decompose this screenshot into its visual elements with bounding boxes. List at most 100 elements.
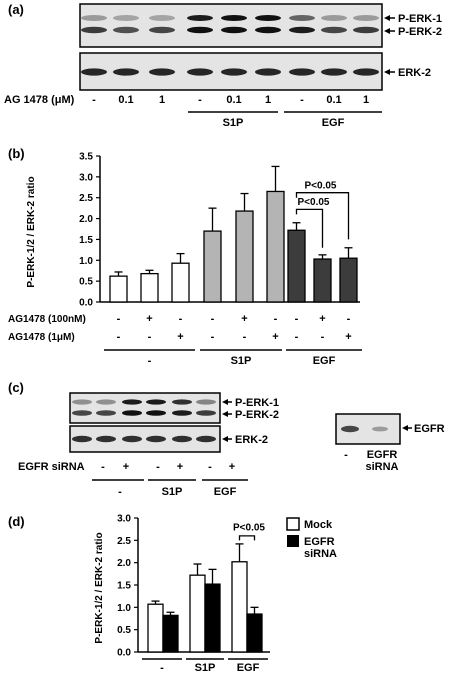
panel-c-perk1-label: P-ERK-1 bbox=[235, 397, 279, 409]
group-label: - bbox=[160, 662, 164, 674]
panel-c-label: (c) bbox=[8, 380, 24, 395]
panel-b-bar-chart: 0.0 0.5 1.0 1.5 2.0 2.5 3.0 3.5 P<0.05 P<0.05 - + - -… bbox=[79, 152, 362, 367]
group-label: EGF bbox=[313, 355, 336, 367]
band-perk2 bbox=[321, 26, 347, 34]
band-perk1 bbox=[187, 15, 213, 21]
legend-swatch-egfr-sirna bbox=[287, 535, 299, 547]
band-perk2 bbox=[122, 410, 142, 416]
panel-a-erk2-marker: ERK-2 bbox=[384, 67, 431, 79]
band-perk1 bbox=[149, 15, 175, 21]
treatment-sign: - bbox=[274, 313, 278, 325]
y-tick-label: 0.5 bbox=[117, 625, 131, 636]
y-tick-label: 1.5 bbox=[79, 235, 93, 246]
band-perk1 bbox=[172, 399, 192, 405]
panel-c-perk2-marker: P-ERK-2 bbox=[222, 409, 279, 421]
dose-label: 1 bbox=[159, 94, 165, 106]
legend-label-mock: Mock bbox=[304, 519, 333, 531]
y-tick-label: 2.5 bbox=[79, 193, 93, 204]
panel-c-row-label: EGFR siRNA bbox=[18, 461, 85, 473]
band-erk2 bbox=[321, 68, 347, 76]
band-erk2 bbox=[81, 68, 107, 76]
legend-label-sirna: siRNA bbox=[304, 548, 337, 560]
panel-a-label: (a) bbox=[8, 2, 24, 17]
panel-a-perk2-marker: P-ERK-2 bbox=[384, 26, 442, 38]
band-perk2 bbox=[196, 410, 216, 416]
treatment-sign: + bbox=[241, 313, 247, 325]
bar bbox=[339, 257, 358, 303]
treatment-sign: - bbox=[295, 313, 299, 325]
band-perk1 bbox=[146, 399, 166, 405]
group-label: S1P bbox=[195, 662, 216, 674]
band-perk2 bbox=[221, 26, 247, 34]
y-tick-label: 2.0 bbox=[117, 558, 131, 569]
treatment-sign: - bbox=[117, 313, 121, 325]
panel-c-sirna-row: - + - + - + bbox=[101, 461, 235, 473]
band-erk2 bbox=[113, 68, 139, 76]
sirna-sign: + bbox=[177, 461, 183, 473]
treatment-sign: - bbox=[295, 331, 299, 343]
treatment-sign: + bbox=[345, 331, 351, 343]
panel-a-perk-blot bbox=[79, 3, 383, 48]
legend-label-egfr: EGFR bbox=[304, 536, 335, 548]
panel-b-y-axis-label: P-ERK-1/2 / ERK-2 ratio bbox=[26, 176, 37, 287]
sirna-sign: + bbox=[229, 461, 235, 473]
panel-b-row2-label: AG1478 (1μM) bbox=[8, 332, 75, 343]
band-perk1 bbox=[72, 399, 92, 405]
band-perk1 bbox=[321, 15, 347, 21]
band-erk2 bbox=[96, 435, 116, 443]
panel-a-dose-row: - 0.1 1 - 0.1 1 - 0.1 1 bbox=[92, 94, 369, 106]
panel-c-erk2-blot bbox=[69, 425, 221, 453]
panel-c-egfr-lane-sirna-1: EGFR bbox=[367, 449, 398, 461]
bar bbox=[109, 275, 128, 303]
panel-a-s1p-label: S1P bbox=[223, 117, 244, 129]
dose-label: 0.1 bbox=[326, 94, 341, 106]
p-value-annotation: P<0.05 bbox=[233, 523, 265, 534]
treatment-sign: + bbox=[272, 331, 278, 343]
band-perk1 bbox=[353, 15, 379, 21]
bar bbox=[171, 262, 190, 303]
group-label: - bbox=[148, 355, 152, 367]
panel-c-perk2-label: P-ERK-2 bbox=[235, 409, 279, 421]
y-tick-label: 1.5 bbox=[117, 581, 131, 592]
y-tick-label: 0.5 bbox=[79, 277, 93, 288]
dose-label: 0.1 bbox=[118, 94, 133, 106]
panel-a-perk1-label: P-ERK-1 bbox=[398, 13, 442, 25]
band-perk2 bbox=[172, 410, 192, 416]
bar bbox=[246, 613, 263, 653]
band-perk2 bbox=[72, 410, 92, 416]
panel-d-legend: Mock EGFR siRNA bbox=[286, 517, 337, 560]
panel-a-perk2-label: P-ERK-2 bbox=[398, 26, 442, 38]
band-perk2 bbox=[96, 410, 116, 416]
band-perk2 bbox=[187, 26, 213, 34]
panel-a-egf-label: EGF bbox=[322, 117, 345, 129]
panel-b-row1-label: AG1478 (100nM) bbox=[8, 314, 86, 325]
panel-c-perk1-marker: P-ERK-1 bbox=[222, 397, 279, 409]
band-perk1 bbox=[196, 399, 216, 405]
band-erk2 bbox=[255, 68, 281, 76]
treatment-sign: - bbox=[347, 313, 351, 325]
y-tick-label: 1.0 bbox=[79, 256, 93, 267]
bar bbox=[203, 230, 222, 303]
band-perk2 bbox=[289, 26, 315, 34]
dose-label: 1 bbox=[265, 94, 271, 106]
band-erk2 bbox=[187, 68, 213, 76]
treatment-sign: - bbox=[148, 331, 152, 343]
band-perk2 bbox=[353, 26, 379, 34]
band-perk1 bbox=[81, 15, 107, 21]
panel-a-perk1-marker: P-ERK-1 bbox=[384, 13, 442, 25]
band-perk1 bbox=[122, 399, 142, 405]
treatment-sign: + bbox=[177, 331, 183, 343]
y-tick-label: 3.5 bbox=[79, 152, 93, 163]
band-perk1 bbox=[289, 15, 315, 21]
band-perk2 bbox=[113, 26, 139, 34]
y-tick-label: 3.0 bbox=[79, 172, 93, 183]
band-perk1 bbox=[221, 15, 247, 21]
bar bbox=[235, 210, 254, 303]
dose-label: - bbox=[198, 94, 202, 106]
treatment-sign: - bbox=[243, 331, 247, 343]
panel-b-label: (b) bbox=[8, 146, 25, 161]
band-erk2 bbox=[122, 435, 142, 443]
panel-c-control-label: - bbox=[118, 486, 122, 498]
bar bbox=[287, 229, 306, 303]
bar bbox=[162, 614, 179, 653]
